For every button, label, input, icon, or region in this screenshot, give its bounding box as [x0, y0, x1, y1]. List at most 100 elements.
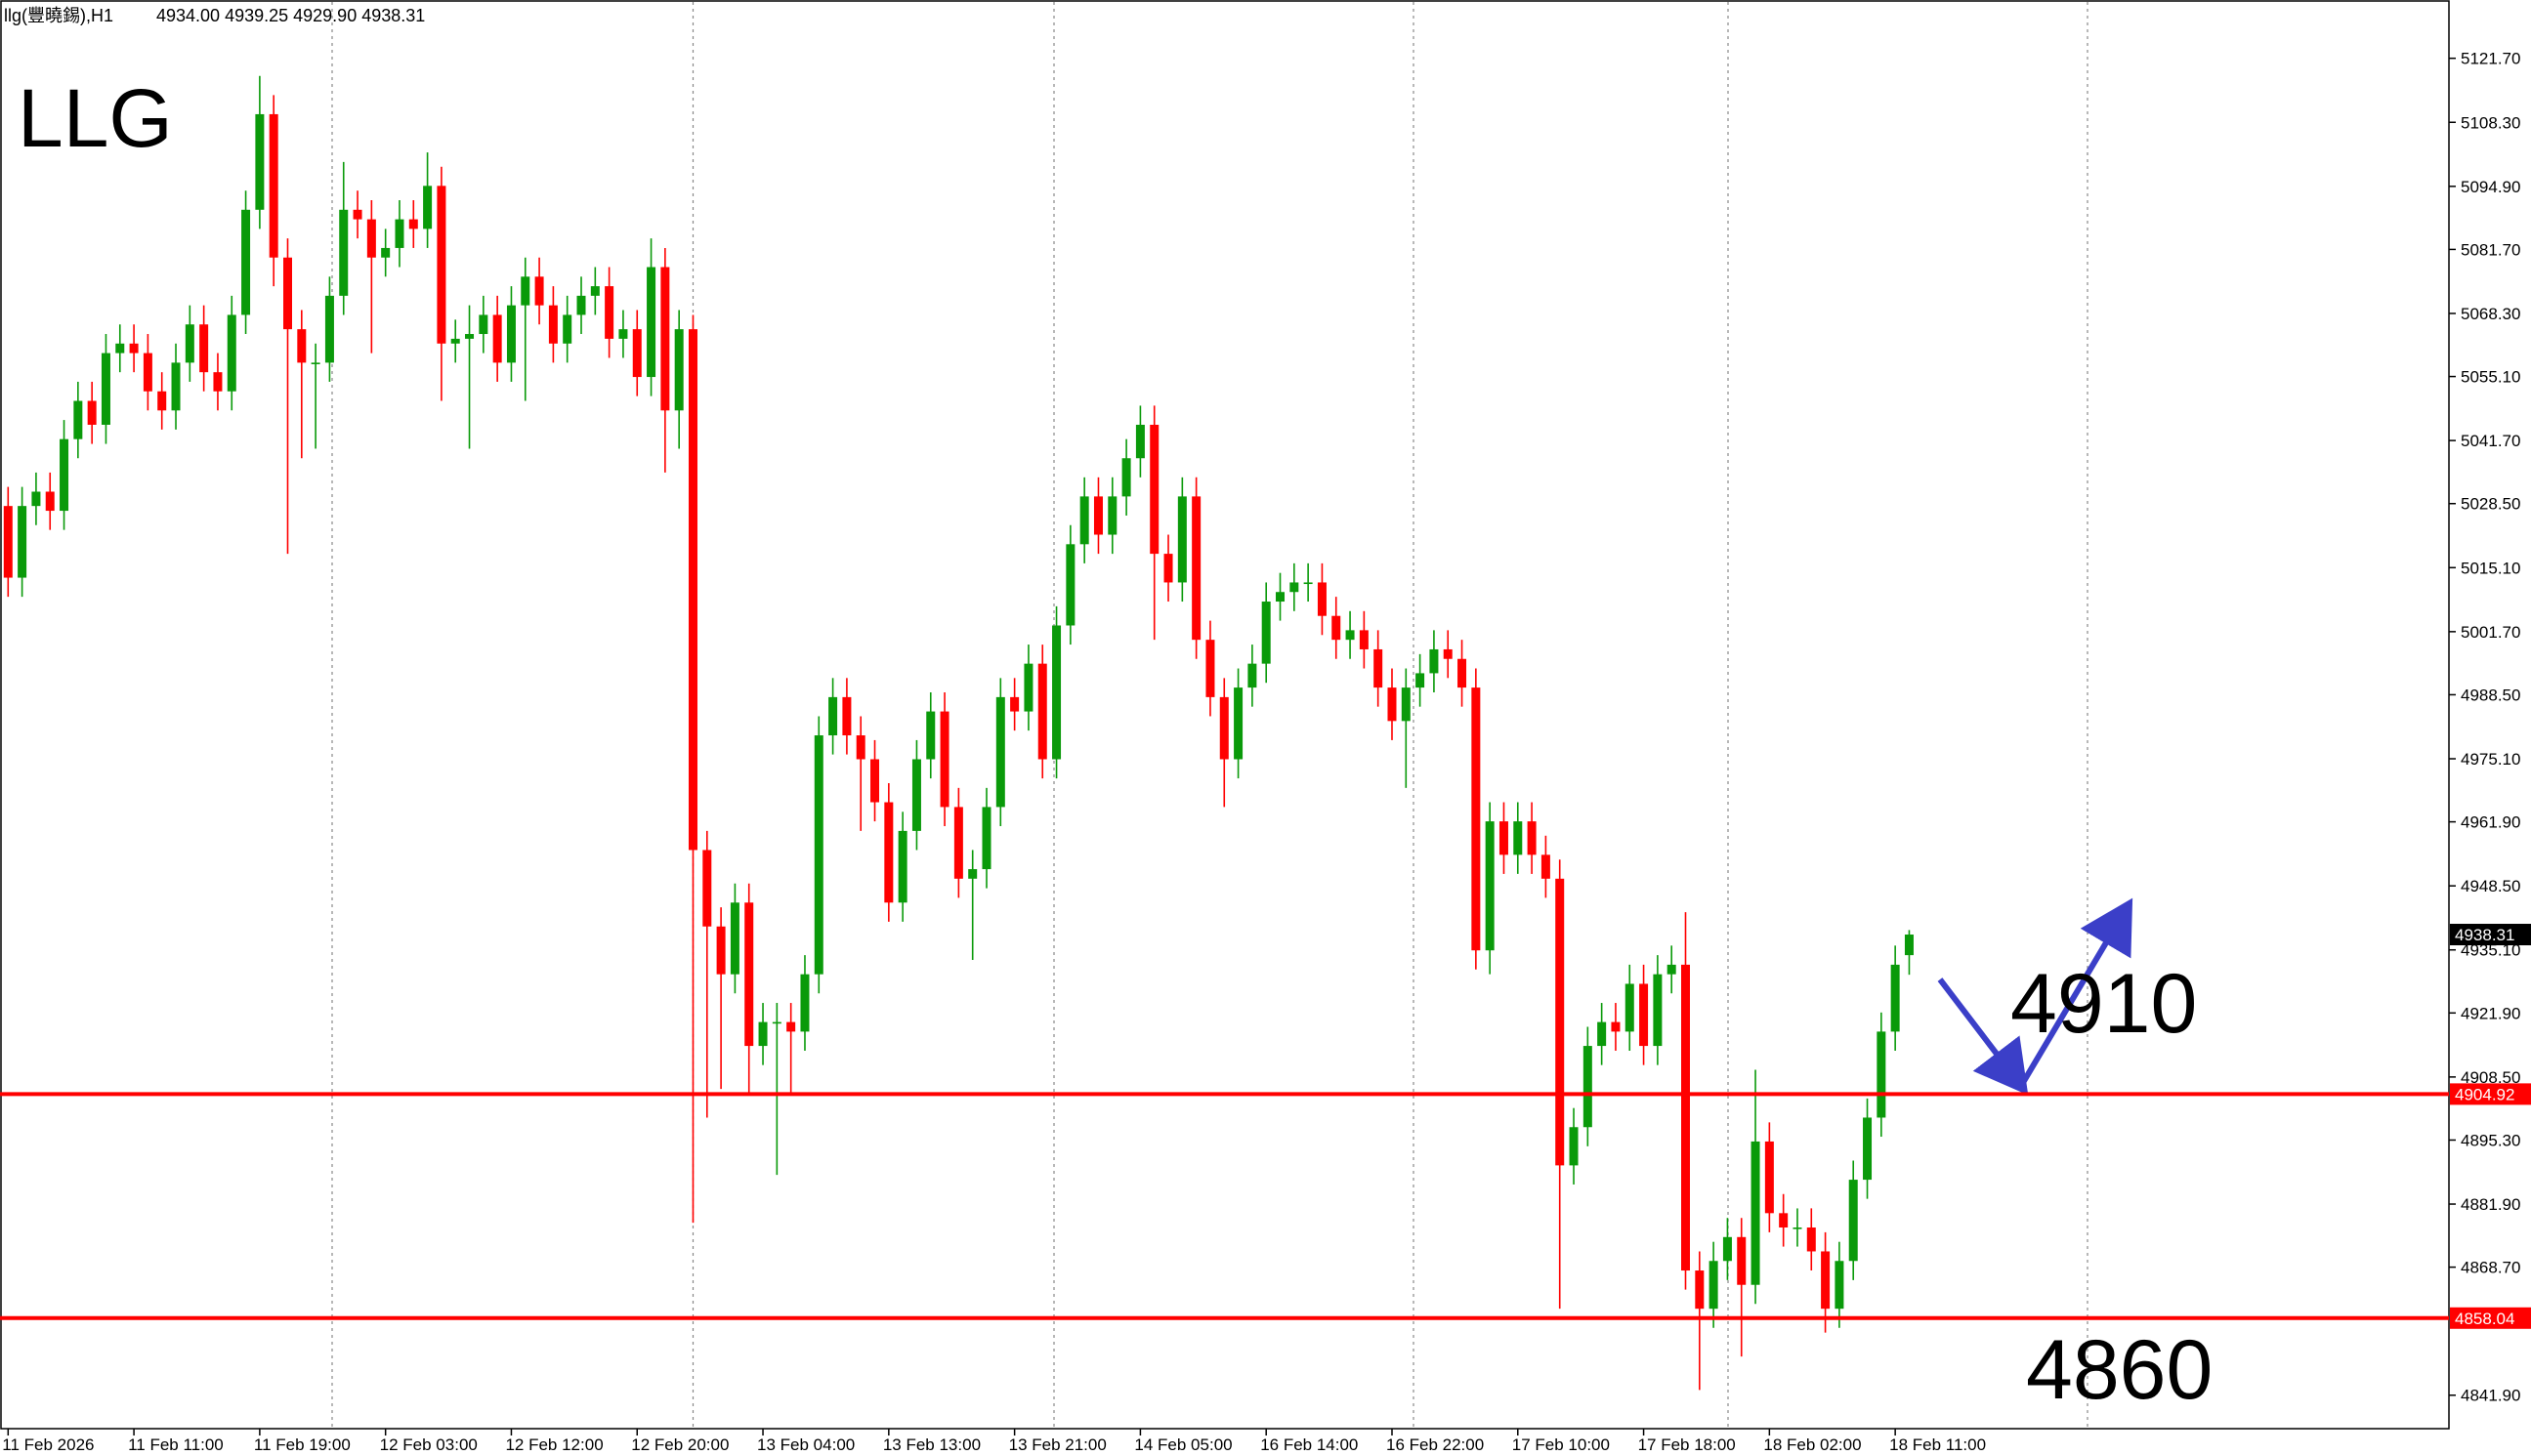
candle-body — [898, 830, 907, 903]
candle-body — [1135, 424, 1145, 459]
candle-body — [1666, 964, 1676, 975]
x-tick-label: 18 Feb 02:00 — [1763, 1435, 1861, 1454]
candle-body — [716, 926, 726, 975]
candle-body — [437, 186, 446, 344]
level-tag — [2450, 1307, 2531, 1329]
candle-body — [632, 329, 642, 378]
arrow-up — [2018, 897, 2133, 1088]
candle-body — [1779, 1213, 1789, 1228]
candle-body — [1401, 687, 1411, 722]
candle-body — [408, 219, 418, 229]
candle-body — [702, 850, 712, 927]
x-tick-label: 11 Feb 11:00 — [128, 1435, 224, 1454]
candle-body — [1737, 1236, 1747, 1285]
y-tick-label: 4881.90 — [2461, 1195, 2520, 1214]
candle-body — [1471, 687, 1481, 951]
candle-body — [1247, 663, 1257, 688]
candle-body — [1261, 602, 1271, 664]
candle-body — [1010, 696, 1020, 712]
candle-body — [534, 276, 544, 306]
x-tick-label: 17 Feb 18:00 — [1638, 1435, 1736, 1454]
support-annotation: 4860 — [2026, 1323, 2213, 1417]
x-tick-label: 13 Feb 13:00 — [883, 1435, 981, 1454]
y-tick-label: 5041.70 — [2461, 432, 2520, 450]
candle-body — [1093, 496, 1103, 535]
candle-body — [926, 711, 936, 760]
candle-body — [1079, 496, 1089, 545]
candle-body — [548, 305, 558, 344]
y-tick-label: 4895.30 — [2461, 1131, 2520, 1149]
x-tick-label: 18 Feb 11:00 — [1889, 1435, 1986, 1454]
y-tick-label: 4961.90 — [2461, 813, 2520, 832]
candle-body — [324, 295, 334, 363]
candle-body — [828, 696, 838, 736]
candle-body — [45, 491, 55, 512]
candle-body — [283, 257, 292, 330]
y-tick-label: 5121.70 — [2461, 50, 2520, 68]
candle-body — [1863, 1117, 1873, 1181]
candle-body — [101, 353, 110, 425]
candle-body — [647, 267, 656, 378]
candle-body — [1234, 687, 1244, 760]
candle-body — [1639, 983, 1649, 1047]
candle-body — [1373, 648, 1383, 688]
level-label: 4858.04 — [2455, 1310, 2514, 1328]
candle-body — [1108, 496, 1118, 535]
candle-body — [1904, 935, 1914, 956]
symbol-annotation: LLG — [18, 72, 173, 164]
candle-body — [1219, 696, 1229, 760]
candle-body — [3, 506, 13, 578]
candle-body — [171, 362, 181, 411]
candle-body — [1359, 630, 1369, 649]
candle-body — [18, 506, 27, 578]
candle-body — [381, 247, 391, 258]
candle-body — [660, 267, 670, 411]
candle-body — [995, 696, 1005, 808]
candle-body — [800, 974, 810, 1032]
candle-body — [1722, 1236, 1732, 1262]
candle-body — [311, 362, 320, 364]
y-tick-label: 5001.70 — [2461, 623, 2520, 642]
candle-body — [1024, 663, 1033, 712]
candle-body — [60, 438, 69, 512]
candle-body — [185, 324, 194, 363]
candle-body — [1653, 974, 1663, 1047]
candle-body — [674, 329, 684, 411]
x-tick-label: 12 Feb 20:00 — [631, 1435, 729, 1454]
candle-body — [115, 343, 125, 354]
candle-body — [856, 735, 865, 760]
y-tick-label: 4868.70 — [2461, 1259, 2520, 1277]
candle-body — [1821, 1251, 1831, 1310]
y-tick-label: 4841.90 — [2461, 1387, 2520, 1405]
candle-body — [1540, 854, 1550, 879]
candle-body — [1555, 878, 1565, 1166]
candle-body — [842, 696, 852, 736]
candle-body — [618, 329, 628, 339]
candle-body — [1052, 625, 1062, 760]
candle-body — [1848, 1180, 1858, 1262]
y-tick-label: 4988.50 — [2461, 686, 2520, 704]
candle-body — [1037, 663, 1047, 760]
candle-body — [1890, 964, 1900, 1032]
candle-body — [1708, 1261, 1718, 1310]
x-tick-label: 12 Feb 12:00 — [505, 1435, 603, 1454]
level-tag — [2450, 1083, 2531, 1105]
candle-body — [1835, 1261, 1844, 1310]
candle-body — [786, 1021, 796, 1032]
candle-body — [1569, 1127, 1579, 1166]
candle-body — [1681, 964, 1690, 1271]
candle-body — [366, 219, 376, 258]
y-tick-label: 5094.90 — [2461, 178, 2520, 196]
candle-body — [1163, 554, 1173, 583]
candle-body — [1121, 458, 1131, 497]
candle-body — [1457, 658, 1467, 688]
x-tick-label: 11 Feb 2026 — [2, 1435, 94, 1454]
candle-body — [255, 113, 265, 210]
candle-body — [1806, 1227, 1816, 1252]
candle-body — [31, 491, 41, 507]
candle-body — [143, 353, 152, 392]
candle-body — [199, 324, 209, 373]
x-tick-label: 13 Feb 21:00 — [1009, 1435, 1107, 1454]
y-tick-label: 4948.50 — [2461, 877, 2520, 895]
candle-body — [870, 759, 880, 803]
